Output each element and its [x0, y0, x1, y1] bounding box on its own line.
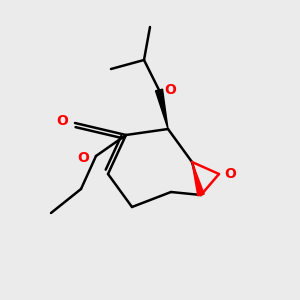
- Text: O: O: [164, 83, 176, 97]
- Polygon shape: [192, 162, 204, 196]
- Text: O: O: [56, 114, 68, 128]
- Text: O: O: [77, 151, 89, 164]
- Text: O: O: [224, 167, 236, 181]
- Polygon shape: [155, 89, 168, 129]
